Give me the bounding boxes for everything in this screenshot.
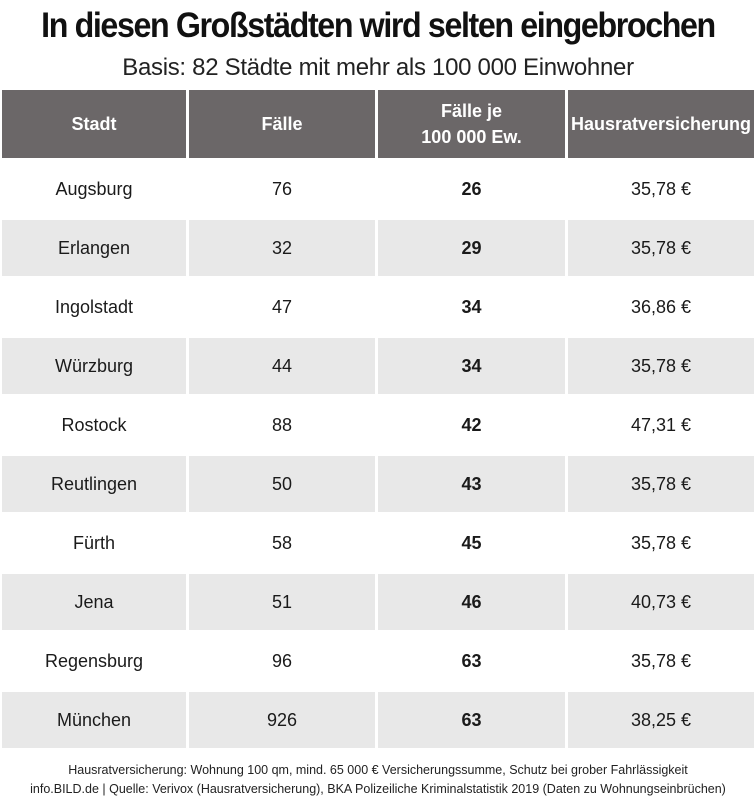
cell-faelle-je-100000: 26 (378, 161, 568, 220)
cell-stadt: Erlangen (2, 220, 189, 279)
cell-hausratversicherung: 40,73 € (568, 574, 754, 633)
header-label-line: Hausratversicherung (570, 114, 752, 134)
table-row: Augsburg 76 26 35,78 € (2, 161, 754, 220)
cell-hausratversicherung: 47,31 € (568, 397, 754, 456)
cell-faelle: 926 (189, 692, 378, 751)
cell-hausratversicherung: 36,86 € (568, 279, 754, 338)
cell-stadt: Regensburg (2, 633, 189, 692)
cell-hausratversicherung: 35,78 € (568, 456, 754, 515)
footnote-source: info.BILD.de | Quelle: Verivox (Hausratv… (30, 782, 726, 796)
chart-subtitle: Basis: 82 Städte mit mehr als 100 000 Ei… (122, 54, 634, 81)
table-row: Würzburg 44 34 35,78 € (2, 338, 754, 397)
cell-faelle: 51 (189, 574, 378, 633)
table-row: Erlangen 32 29 35,78 € (2, 220, 754, 279)
cell-faelle: 58 (189, 515, 378, 574)
header-faelle: Fälle (189, 90, 378, 161)
table-row: München 926 63 38,25 € (2, 692, 754, 751)
cell-hausratversicherung: 38,25 € (568, 692, 754, 751)
cell-faelle-je-100000: 45 (378, 515, 568, 574)
cell-stadt: Rostock (2, 397, 189, 456)
header-hausratversicherung: Hausratversicherung (568, 90, 754, 161)
table-body: Augsburg 76 26 35,78 € Erlangen 32 29 35,78 € In… (2, 161, 754, 751)
cell-faelle-je-100000: 42 (378, 397, 568, 456)
cell-hausratversicherung: 35,78 € (568, 338, 754, 397)
header-stadt: Stadt (2, 90, 189, 161)
cell-faelle: 47 (189, 279, 378, 338)
footnote-insurance: Hausratversicherung: Wohnung 100 qm, min… (68, 763, 688, 777)
cell-faelle-je-100000: 63 (378, 692, 568, 751)
cell-faelle: 32 (189, 220, 378, 279)
cell-faelle-je-100000: 43 (378, 456, 568, 515)
cell-faelle: 50 (189, 456, 378, 515)
cell-faelle-je-100000: 34 (378, 279, 568, 338)
header-label-line: Stadt (71, 114, 117, 134)
cell-stadt: Reutlingen (2, 456, 189, 515)
cell-hausratversicherung: 35,78 € (568, 515, 754, 574)
cell-stadt: Würzburg (2, 338, 189, 397)
table-row: Reutlingen 50 43 35,78 € (2, 456, 754, 515)
cell-faelle: 88 (189, 397, 378, 456)
cell-stadt: Augsburg (2, 161, 189, 220)
cell-faelle-je-100000: 29 (378, 220, 568, 279)
header-label-line: Fälle (261, 114, 303, 134)
cell-faelle-je-100000: 63 (378, 633, 568, 692)
cell-faelle: 76 (189, 161, 378, 220)
header-label-line: 100 000 Ew. (421, 127, 522, 147)
cell-faelle: 44 (189, 338, 378, 397)
cell-faelle-je-100000: 34 (378, 338, 568, 397)
cell-stadt: München (2, 692, 189, 751)
cell-hausratversicherung: 35,78 € (568, 161, 754, 220)
cell-faelle-je-100000: 46 (378, 574, 568, 633)
table-row: Ingolstadt 47 34 36,86 € (2, 279, 754, 338)
header-label-line: Fälle je (440, 101, 503, 121)
cell-stadt: Fürth (2, 515, 189, 574)
cell-faelle: 96 (189, 633, 378, 692)
table-row: Jena 51 46 40,73 € (2, 574, 754, 633)
table-row: Fürth 58 45 35,78 € (2, 515, 754, 574)
table-row: Rostock 88 42 47,31 € (2, 397, 754, 456)
table-row: Regensburg 96 63 35,78 € (2, 633, 754, 692)
cell-stadt: Ingolstadt (2, 279, 189, 338)
table-header-row: Stadt Fälle Fälle je 100 000 Ew. Hausratvers… (2, 90, 754, 161)
header-faelle-je-100000: Fälle je 100 000 Ew. (378, 90, 568, 161)
chart-title: In diesen Großstädten wird selten eingeb… (41, 6, 716, 45)
cell-hausratversicherung: 35,78 € (568, 220, 754, 279)
cell-hausratversicherung: 35,78 € (568, 633, 754, 692)
cell-stadt: Jena (2, 574, 189, 633)
data-table: Stadt Fälle Fälle je 100 000 Ew. Hausratvers… (2, 90, 754, 751)
